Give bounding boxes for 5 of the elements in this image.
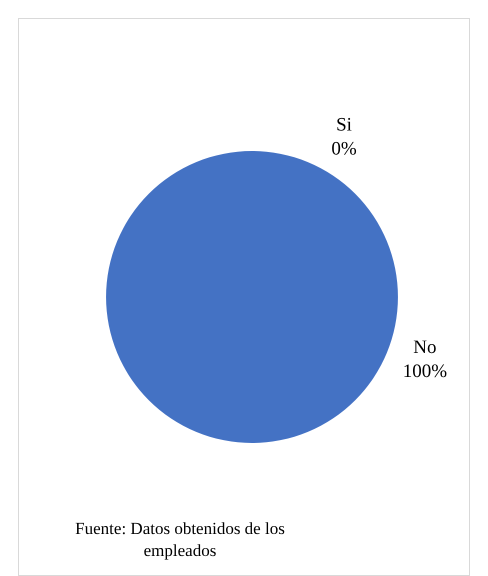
data-label: 100% <box>402 360 448 382</box>
slice-label: No <box>413 336 437 358</box>
source-note: Fuente: Datos obtenidos de los empleados <box>74 518 286 562</box>
text: 0% <box>331 138 357 160</box>
category-label: Si <box>336 114 352 136</box>
